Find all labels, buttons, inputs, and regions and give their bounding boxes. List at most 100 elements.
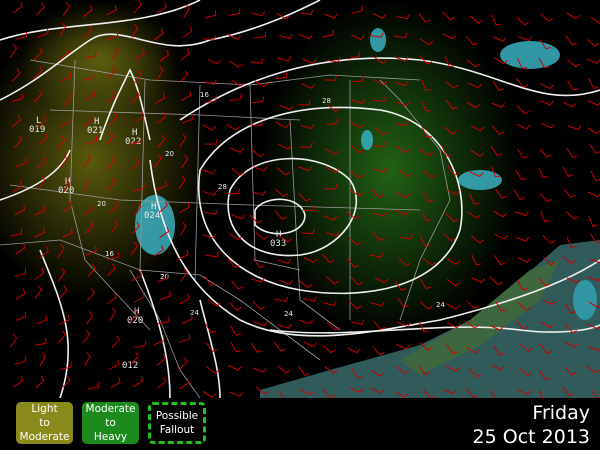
wind-barb xyxy=(252,367,267,373)
isobar-label: 28 xyxy=(218,183,227,191)
pressure-center-value: 020 xyxy=(58,186,74,196)
wind-barb xyxy=(540,321,554,329)
wind-barb xyxy=(515,78,529,88)
wind-barb xyxy=(586,58,600,65)
wind-barb xyxy=(156,112,167,124)
wind-barb xyxy=(180,221,187,236)
wind-barb xyxy=(109,111,118,125)
wind-barb xyxy=(131,270,143,282)
pressure-center-value: 020 xyxy=(127,316,143,326)
wind-barb xyxy=(251,148,265,158)
wind-barb xyxy=(205,251,220,258)
wind-barb xyxy=(35,315,47,325)
wind-barb xyxy=(278,323,292,329)
wind-barb xyxy=(470,124,485,132)
wind-barb xyxy=(590,233,600,244)
wind-barb xyxy=(540,83,554,90)
pressure-center-value: 024 xyxy=(144,211,160,221)
wind-barb xyxy=(34,227,45,238)
wind-barb xyxy=(517,256,532,263)
wind-barb xyxy=(107,30,119,41)
wind-barb xyxy=(442,389,457,395)
wind-barb xyxy=(495,301,507,312)
wind-barb xyxy=(59,285,68,299)
wind-barb xyxy=(204,10,217,19)
wind-barb xyxy=(324,365,338,374)
wind-barb xyxy=(465,320,479,329)
wind-barb xyxy=(13,1,23,14)
wind-barb xyxy=(84,352,91,367)
wind-barb xyxy=(373,96,387,102)
wind-barb xyxy=(348,51,360,60)
wind-barb xyxy=(249,214,263,224)
wind-barb xyxy=(36,2,45,16)
weather-map: L 019 H 021 H 022 H 020 H 024 H 033 H 02… xyxy=(0,0,600,398)
wind-barb xyxy=(350,34,365,41)
wind-barb xyxy=(252,190,267,196)
wind-barb xyxy=(539,148,552,158)
wind-barb xyxy=(586,365,600,374)
wind-barb xyxy=(274,188,288,197)
wind-barb xyxy=(351,99,366,105)
pressure-center-value: 022 xyxy=(125,137,141,147)
wind-barb xyxy=(302,58,317,64)
wind-barb xyxy=(351,5,363,14)
wind-barb xyxy=(252,258,265,269)
wind-barb xyxy=(15,311,27,321)
wind-barb xyxy=(14,204,26,215)
wind-barb xyxy=(566,237,577,248)
wind-barb xyxy=(418,13,431,23)
wind-barb xyxy=(397,297,409,308)
wind-barb xyxy=(250,58,264,64)
wind-barb xyxy=(326,118,339,126)
wind-barb xyxy=(276,167,290,176)
wind-barb xyxy=(490,364,505,371)
wind-barb xyxy=(394,32,408,39)
wind-barb xyxy=(443,126,458,135)
wind-barb xyxy=(155,180,167,191)
legend-possible-fallout: Possible Fallout xyxy=(148,402,206,444)
wind-barb xyxy=(159,49,170,62)
wind-barb xyxy=(446,189,460,195)
wind-barb xyxy=(107,252,119,260)
wind-barb xyxy=(349,387,364,393)
wind-barb xyxy=(303,257,318,264)
wind-barb xyxy=(467,211,481,219)
wind-barb xyxy=(12,180,23,193)
wind-barb xyxy=(133,0,142,14)
wind-barb xyxy=(374,79,388,86)
wind-barb xyxy=(15,242,26,255)
wind-barb xyxy=(84,221,94,234)
wind-barb xyxy=(37,175,46,190)
wind-barb xyxy=(419,342,433,351)
wind-barb xyxy=(33,47,43,60)
isobar-label: 28 xyxy=(322,97,331,105)
wind-barb xyxy=(230,341,242,353)
wind-barb xyxy=(202,124,217,131)
wind-barb xyxy=(370,252,384,258)
wind-barb xyxy=(156,2,167,14)
isobar-label: 16 xyxy=(200,91,209,99)
isobar-labels: 16 20 20 24 24 28 28 20 16 24 xyxy=(97,91,445,318)
wind-barb xyxy=(15,288,26,301)
wind-barb xyxy=(180,268,188,282)
wind-barb xyxy=(10,228,22,237)
wind-barb xyxy=(539,39,551,50)
wind-barb xyxy=(155,92,166,104)
wind-barb xyxy=(422,258,437,266)
wind-barb xyxy=(490,325,504,331)
wind-barb xyxy=(180,48,191,61)
wind-barb xyxy=(154,28,164,41)
wind-barb xyxy=(181,114,193,124)
wind-barb xyxy=(395,209,410,216)
wind-barb xyxy=(350,319,365,325)
wind-barb xyxy=(372,346,385,356)
wind-barb xyxy=(346,347,361,354)
state-borders xyxy=(0,59,451,398)
wind-barb xyxy=(202,169,217,175)
wind-barb xyxy=(465,346,480,354)
wind-barb xyxy=(203,79,217,85)
wind-barb xyxy=(299,319,314,325)
wind-barb xyxy=(565,323,578,334)
wind-barb xyxy=(395,145,410,154)
